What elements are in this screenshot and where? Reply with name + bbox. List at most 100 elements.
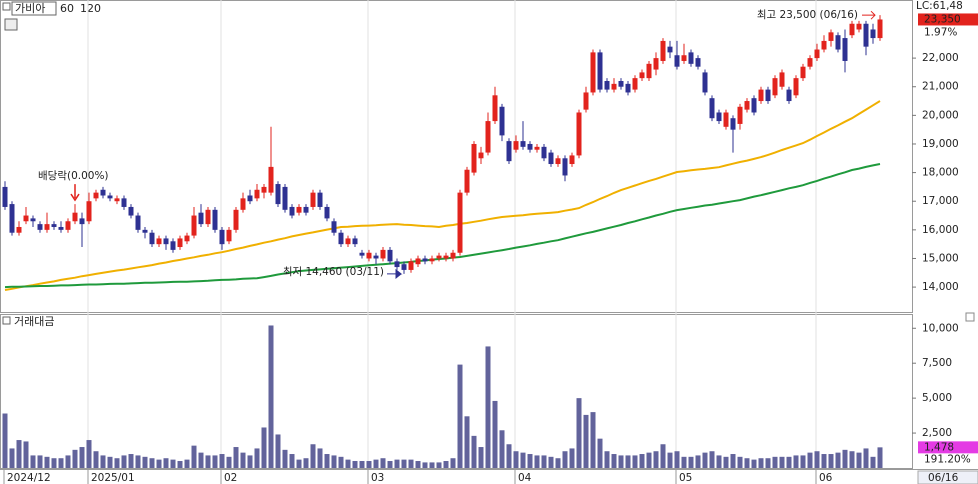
candle-body (345, 238, 351, 245)
moving-average-line (4, 163, 881, 289)
candle-body (289, 206, 295, 216)
candle-body (646, 63, 652, 79)
volume-bar (625, 455, 631, 468)
volume-bar (814, 451, 820, 468)
volume-bar (324, 454, 330, 468)
volume-bar (44, 456, 50, 468)
volume-bar (128, 454, 134, 468)
volume-bar (205, 455, 211, 468)
candle-body (100, 189, 106, 196)
candle-body (534, 146, 540, 150)
candle-body (205, 209, 211, 225)
volume-bar (786, 456, 792, 468)
candle-body (688, 52, 694, 64)
candle-body (51, 224, 57, 227)
dividend-arrow (70, 184, 80, 202)
volume-bar (65, 455, 71, 468)
volume-bar (856, 452, 862, 468)
volume-bar (373, 459, 379, 468)
candle-body (373, 255, 379, 259)
volume-bar (429, 462, 435, 468)
volume-bar (478, 447, 484, 468)
candle-body (415, 258, 421, 265)
candle-body (198, 212, 204, 225)
candle-body (618, 81, 624, 87)
volume-bar (387, 461, 393, 468)
volume-bar (170, 459, 176, 468)
candle-body (471, 143, 477, 173)
volume-bar (534, 455, 540, 468)
candle-body (149, 232, 155, 245)
y-tick-label: 10,000 (922, 322, 959, 334)
y-tick-label: 21,000 (922, 81, 959, 93)
price-panel-frame (0, 0, 913, 313)
volume-bar (401, 459, 407, 468)
volume-bar (72, 449, 78, 468)
candle-body (590, 52, 596, 93)
candle-body (513, 141, 519, 150)
candle-body (730, 118, 736, 130)
candle-body (723, 112, 729, 127)
volume-bar (380, 458, 386, 468)
volume-bar (219, 454, 225, 468)
volume-bar (37, 455, 43, 468)
high-arrow (862, 10, 876, 20)
candle-body (233, 209, 239, 230)
volume-bar (338, 456, 344, 468)
volume-bar (23, 441, 29, 468)
candle-body (779, 72, 785, 87)
candle-body (352, 238, 358, 245)
panel-button[interactable] (965, 312, 975, 322)
volume-bar (142, 456, 148, 468)
volume-bar (520, 452, 526, 468)
candle-body (114, 198, 120, 202)
volume-bar (79, 447, 85, 468)
volume-bar (184, 459, 190, 468)
volume-bar (254, 448, 260, 468)
volume-bar (457, 364, 463, 468)
candle-body (387, 249, 393, 262)
candle-body (275, 184, 281, 205)
volume-bar (282, 449, 288, 468)
volume-bar (800, 455, 806, 468)
volume-bar (100, 455, 106, 468)
candle-body (16, 226, 22, 233)
x-tick-label: 03 (371, 472, 384, 484)
y-tick-label: 19,000 (922, 138, 959, 150)
candle-body (821, 40, 827, 50)
candle-body (576, 112, 582, 156)
candle-body (604, 81, 610, 90)
volume-bar (674, 451, 680, 468)
volume-bar (16, 440, 22, 468)
candle-body (611, 83, 617, 90)
volume-bar (562, 451, 568, 468)
candle-body (219, 229, 225, 245)
volume-bar (758, 458, 764, 468)
volume-bar (492, 400, 498, 468)
volume-bar (247, 455, 253, 468)
volume-bar (177, 461, 183, 468)
volume-title: 거래대금 (14, 315, 54, 328)
candle-body (499, 106, 505, 136)
candle-body (303, 206, 309, 213)
volume-bar (527, 454, 533, 468)
candle-body (758, 89, 764, 102)
volume-bar (303, 458, 309, 468)
candle-body (828, 32, 834, 41)
volume-bar (275, 434, 281, 468)
candle-body (142, 229, 148, 233)
volume-bar (289, 454, 295, 468)
volume-bar (569, 448, 575, 468)
candle-body (191, 215, 197, 236)
moving-average-line (4, 100, 881, 291)
volume-bar (604, 451, 610, 468)
volume-bar (485, 346, 491, 468)
volume-bar (310, 444, 316, 468)
candle-body (359, 252, 365, 256)
candle-body (331, 221, 337, 233)
volume-bar (541, 455, 547, 468)
y-tick-label: 22,000 (922, 52, 959, 64)
volume-bar (261, 427, 267, 468)
volume-bar (681, 456, 687, 468)
